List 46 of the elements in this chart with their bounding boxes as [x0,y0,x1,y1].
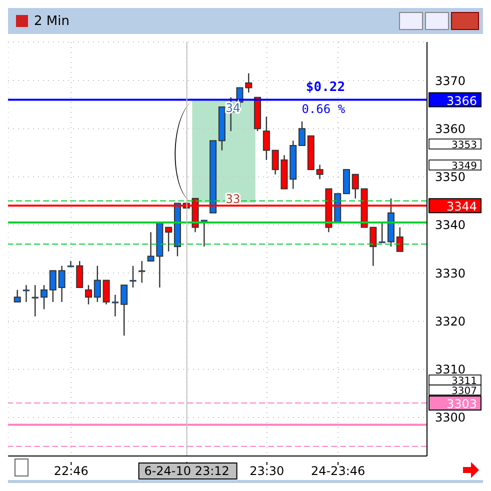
candlestick [120,284,128,336]
candlestick [245,72,252,94]
x-tick-label: 22:46 [54,464,88,478]
candlestick [396,226,404,252]
x-tick-label: 6-24-10 23:12 [144,464,230,478]
annotation: 0.66 % [302,102,346,116]
candlestick [14,289,21,303]
candlestick [316,164,324,180]
candlestick [67,260,74,268]
y-tick-label: 3310 [435,362,466,377]
candlestick [262,116,270,161]
y-tick-label: 3330 [435,266,466,280]
candlestick [76,260,84,288]
candlestick [49,270,56,303]
candlestick [165,226,172,252]
text: 3307 [452,386,477,397]
y-tick-label: 3300 [435,410,466,425]
candlestick [378,222,386,244]
candlestick [352,174,359,200]
candlestick [94,265,101,303]
x-tick-label: 24-23:46 [310,464,366,478]
annotation: $0.22 [306,80,346,96]
ref-line-label: 3303 [446,397,477,412]
y-tick-label: 3370 [435,74,466,88]
candlestick [40,284,48,310]
x-tick-label: 23:30 [250,464,284,478]
y-tick-label: 3350 [435,170,466,184]
chart-title: 2 Min [34,14,70,28]
candlestick [138,260,146,284]
text: 3353 [452,140,477,151]
ref-line-label: 3366 [446,94,477,108]
candlestick [112,294,118,317]
y-tick-label: 3360 [435,122,466,136]
candlestick [58,265,66,303]
y-tick-label: 3320 [435,314,466,328]
candlestick [200,220,208,248]
candlestick [32,284,38,317]
text: 3349 [452,161,477,172]
y-tick-label: 3340 [435,218,466,232]
candlestick [85,284,92,305]
ref-line-label: 3344 [446,200,477,214]
candlestick [22,284,30,303]
candlestick [298,120,306,146]
candlestick [130,265,136,288]
text: 3311 [452,376,477,387]
candlestick [102,280,110,305]
